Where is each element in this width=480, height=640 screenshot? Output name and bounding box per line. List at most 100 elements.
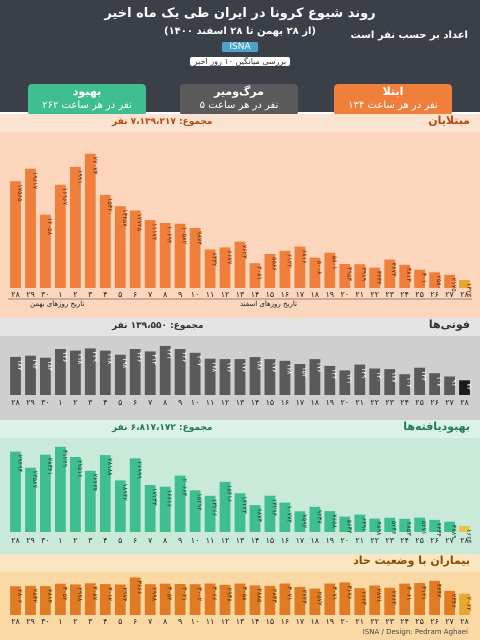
summary-infection-label: ابتلا (382, 85, 404, 98)
death-bar (10, 356, 21, 395)
recovery-tick-label: ۲۲ (370, 536, 379, 545)
critical-tick-label: ۳۰ (41, 617, 50, 626)
infection-tick-label: ۱۳ (236, 290, 245, 299)
infection-tick-label: ۲۶ (430, 290, 439, 299)
death-tick-label: ۲ (73, 398, 77, 407)
infection-tick-label: ۲۸ (11, 290, 20, 299)
death-value-label: ۱۰۷ (435, 376, 443, 387)
recovery-tick-label: ۶ (133, 536, 137, 545)
death-bar (324, 365, 336, 395)
critical-bar (324, 583, 336, 615)
death-value-label: ۱۸۳ (46, 361, 54, 372)
infection-bar (204, 249, 216, 288)
recovery-bar (189, 490, 201, 532)
critical-tick-label: ۱ (58, 617, 62, 626)
bahman-axis-label: تاریخ روزهای بهمن (30, 300, 85, 308)
agency-badge: ISNA (222, 42, 258, 52)
recovery-value-label: ۲۶۹۹۹ (136, 461, 144, 479)
recovery-value-label: ۶۳۹۱ (360, 518, 368, 532)
critical-bar (459, 593, 470, 615)
death-tick-label: ۳۰ (41, 398, 50, 407)
infection-tick-label: ۲۱ (355, 290, 364, 299)
critical-value-label: ۳۰۷۱ (330, 587, 338, 601)
death-tick-label: ۱۲ (221, 398, 230, 407)
infection-bar (219, 247, 231, 288)
summary-death-value: ۵ نفر در هر ساعت (199, 100, 279, 111)
death-value-label: ۹۱ (450, 380, 458, 387)
death-tick-label: ۲۷ (445, 398, 454, 407)
infection-bar (84, 153, 96, 288)
death-bar (234, 359, 246, 395)
infection-panel-total: مجموع: ۷،۱۳۹،۲۱۷ نفر (112, 117, 213, 127)
critical-value-label: ۳۰۰۲ (196, 587, 204, 601)
infection-value-label: ۶۱۲۲ (285, 254, 293, 268)
death-value-label: ۱۸۷ (16, 360, 24, 371)
critical-bar (294, 586, 306, 615)
recovery-tick-label: ۴ (103, 536, 107, 545)
design-credit: ISNA / Design: Pedram Aghaei (362, 628, 468, 636)
critical-bar (40, 586, 51, 615)
recovery-tick-label: ۷ (148, 536, 153, 545)
recovery-value-label: ۷۶۵۸ (330, 514, 338, 528)
recovery-tick-label: ۳ (88, 536, 93, 545)
recovery-value-label: ۲۰۶۶۳ (181, 479, 189, 497)
recovery-bar (204, 495, 216, 532)
infection-bar (294, 246, 306, 288)
infection-bar (339, 264, 351, 288)
critical-value-label: ۳۰۲۱ (181, 587, 189, 601)
infection-bar (444, 274, 455, 288)
recovery-tick-label: ۱۲ (221, 536, 230, 545)
death-bar (399, 374, 411, 395)
death-value-label: ۱۹۸ (121, 358, 129, 369)
recovery-value-label: ۲۲۴۳۴ (91, 474, 99, 492)
critical-tick-label: ۲ (73, 617, 77, 626)
summary-infection-value: ۱۳۴ نفر در هر ساعت (348, 100, 438, 111)
critical-value-label: ۳۳۳۳ (435, 584, 443, 598)
death-tick-label: ۲۹ (26, 398, 35, 407)
death-tick-label: ۲۳ (385, 398, 394, 407)
recovery-tick-label: ۲۰ (341, 536, 350, 545)
critical-tick-label: ۲۹ (26, 617, 35, 626)
death-bar (129, 349, 141, 395)
infection-bar (234, 241, 246, 288)
death-tick-label: ۷ (148, 398, 153, 407)
death-bar (294, 364, 306, 395)
infection-value-label: ۷۶۲۳ (241, 245, 249, 259)
death-bar (189, 352, 201, 395)
recovery-value-label: ۴۴۳۴ (435, 523, 443, 537)
recovery-tick-label: ۲۹ (26, 536, 35, 545)
infection-value-label: ۱۰۶۹۴ (166, 226, 174, 244)
infection-tick-label: ۲۴ (400, 290, 409, 299)
death-bar (114, 354, 126, 395)
recovery-tick-label: ۱۳ (236, 536, 245, 545)
death-tick-label: ۱۹ (326, 398, 335, 407)
critical-value-label: ۳۱۷۶ (345, 585, 353, 599)
death-value-label: ۲۲۶ (61, 352, 69, 362)
infection-bar (144, 220, 156, 288)
death-bar (429, 373, 440, 395)
infection-bar (399, 264, 411, 288)
infection-value-label: ۳۳۳۳ (375, 271, 383, 285)
death-panel-title: فوتی‌ها (428, 318, 470, 331)
death-bar (159, 345, 171, 395)
infection-value-label: ۳۹۱۹ (360, 267, 368, 281)
recovery-value-label: ۵۲۳۶ (390, 521, 398, 535)
death-bar (249, 357, 261, 395)
critical-tick-label: ۲۰ (341, 617, 350, 626)
infection-bar (354, 264, 366, 288)
critical-tick-label: ۲۶ (430, 617, 439, 626)
infection-value-label: ۱۳۴۵۷ (121, 209, 129, 227)
death-tick-label: ۴ (103, 398, 107, 407)
infection-tick-label: ۹ (178, 290, 182, 299)
infection-tick-label: ۱۴ (251, 290, 260, 299)
recovery-bar (264, 495, 276, 532)
death-value-label: ۱۹۳ (31, 359, 39, 370)
infection-bar (249, 263, 261, 288)
recovery-bar (25, 467, 36, 532)
death-tick-label: ۲۵ (415, 398, 424, 407)
recovery-tick-label: ۱۸ (311, 536, 320, 545)
death-bar (264, 359, 276, 395)
critical-value-label: ۳۰۶۶ (211, 587, 219, 601)
critical-tick-label: ۸ (163, 617, 168, 626)
recovery-bar (459, 526, 470, 532)
